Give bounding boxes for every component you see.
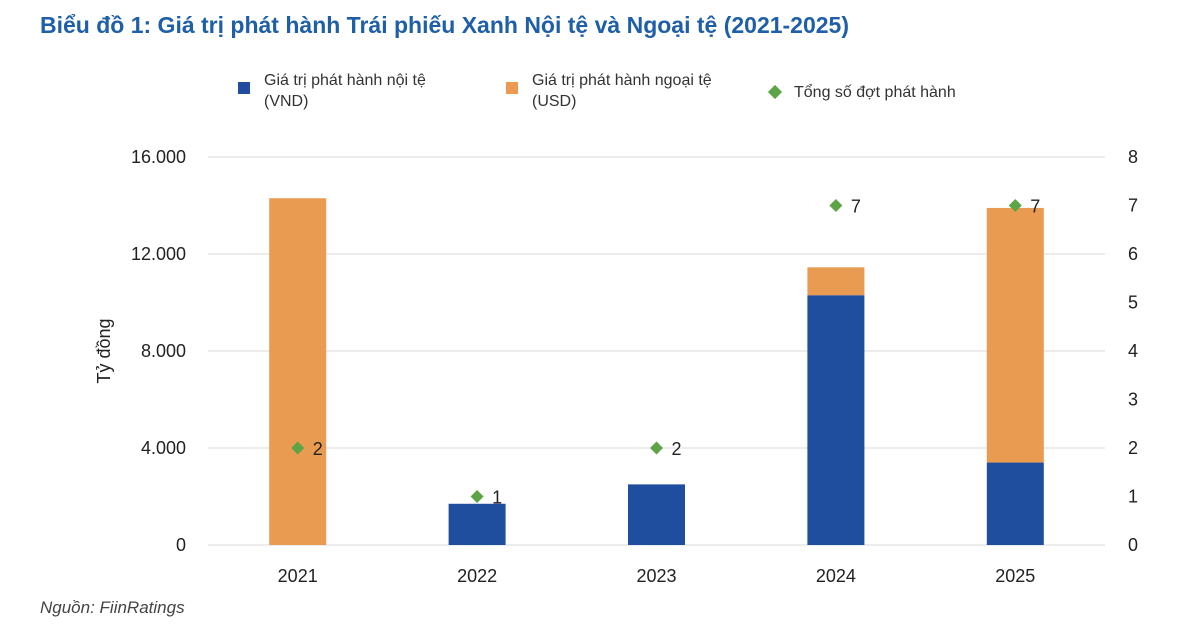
y2-tick-label: 6 xyxy=(1128,244,1138,264)
y2-tick-label: 3 xyxy=(1128,390,1138,410)
y2-tick-label: 4 xyxy=(1128,341,1138,361)
y2-tick-label: 0 xyxy=(1128,535,1138,555)
y2-tick-label: 5 xyxy=(1128,293,1138,313)
legend-item-count: Tổng số đợt phát hành xyxy=(767,82,994,103)
count-marker xyxy=(291,441,305,455)
legend-label-usd: Giá trị phát hành ngoại tệ (USD) xyxy=(532,72,712,110)
x-tick-label: 2023 xyxy=(636,566,676,586)
count-data-label: 1 xyxy=(492,488,502,508)
legend-label-count: Tổng số đợt phát hành xyxy=(794,84,956,101)
source-note: Nguồn: FiinRatings xyxy=(40,598,185,617)
y-tick-label: 4.000 xyxy=(141,438,186,458)
y2-tick-label: 1 xyxy=(1128,487,1138,507)
bar-usd xyxy=(807,267,865,296)
chart-title: Biểu đồ 1: Giá trị phát hành Trái phiếu … xyxy=(40,12,850,38)
y2-tick-label: 7 xyxy=(1128,196,1138,216)
x-tick-label: 2025 xyxy=(995,566,1035,586)
x-tick-label: 2024 xyxy=(816,566,856,586)
bar-vnd xyxy=(807,295,865,545)
chart-legend: Giá trị phát hành nội tệ (VND) Giá trị p… xyxy=(0,70,1200,120)
bar-vnd xyxy=(628,484,685,545)
legend-item-usd: Giá trị phát hành ngoại tệ (USD) xyxy=(506,70,732,112)
y-tick-label: 8.000 xyxy=(141,341,186,361)
legend-item-vnd: Giá trị phát hành nội tệ (VND) xyxy=(238,70,464,112)
legend-swatch-vnd xyxy=(238,82,250,94)
y2-tick-label: 2 xyxy=(1128,438,1138,458)
bar-usd xyxy=(269,198,327,545)
count-marker xyxy=(650,441,663,455)
bar-vnd xyxy=(448,503,506,545)
count-marker xyxy=(1008,199,1022,212)
legend-label-vnd: Giá trị phát hành nội tệ (VND) xyxy=(264,72,426,110)
y2-tick-label: 8 xyxy=(1128,147,1138,167)
y-tick-label: 0 xyxy=(176,535,186,555)
bar-vnd xyxy=(986,462,1044,545)
count-marker xyxy=(470,490,484,503)
bar-usd xyxy=(986,207,1044,463)
count-data-label: 7 xyxy=(851,197,861,217)
legend-swatch-usd xyxy=(506,82,518,94)
x-tick-label: 2022 xyxy=(457,566,497,586)
y-axis-label: Tỷ đồng xyxy=(94,318,114,383)
x-tick-label: 2021 xyxy=(278,566,318,586)
y-tick-label: 12.000 xyxy=(131,244,186,264)
count-data-label: 7 xyxy=(1030,197,1040,217)
count-data-label: 2 xyxy=(313,439,323,459)
count-data-label: 2 xyxy=(672,439,682,459)
y-tick-label: 16.000 xyxy=(131,147,186,167)
count-marker xyxy=(829,199,843,212)
